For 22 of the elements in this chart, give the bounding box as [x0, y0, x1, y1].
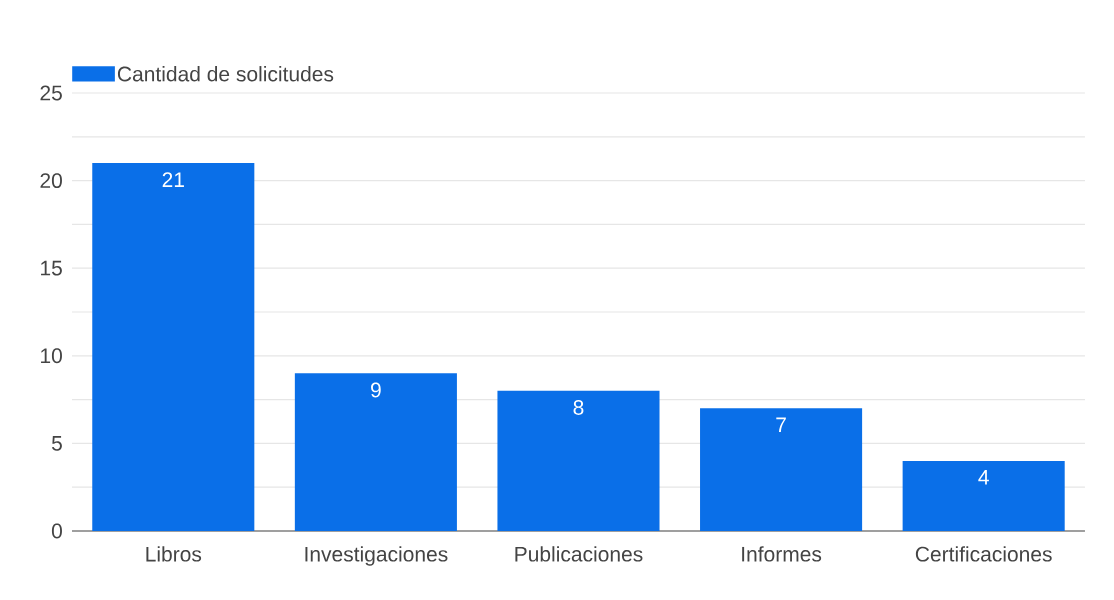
data-label: 7: [776, 417, 786, 433]
x-tick-label: Libros: [146, 546, 202, 562]
x-tick-label: Informes: [742, 546, 822, 562]
bar: [294, 373, 457, 531]
y-tick-label: 20: [40, 173, 62, 189]
y-tick-label: 10: [41, 348, 62, 364]
bar: [497, 390, 660, 531]
y-tick-label: 15: [41, 260, 62, 276]
bar: [902, 460, 1065, 531]
legend-label: Cantidad de solicitudes: [117, 66, 334, 82]
data-label: 21: [162, 172, 184, 187]
bar: [700, 408, 863, 531]
y-tick-label: 0: [51, 523, 62, 539]
x-tick-label: Certificaciones: [915, 546, 1052, 562]
y-tick-label: 5: [51, 436, 62, 451]
y-tick-label: 25: [40, 85, 62, 101]
data-label: 8: [573, 400, 584, 415]
x-tick-label: Investigaciones: [305, 546, 448, 566]
data-label: 9: [371, 382, 381, 398]
x-tick-label: Publicaciones: [515, 546, 643, 562]
bar: [92, 163, 255, 531]
data-label: 4: [978, 470, 989, 485]
